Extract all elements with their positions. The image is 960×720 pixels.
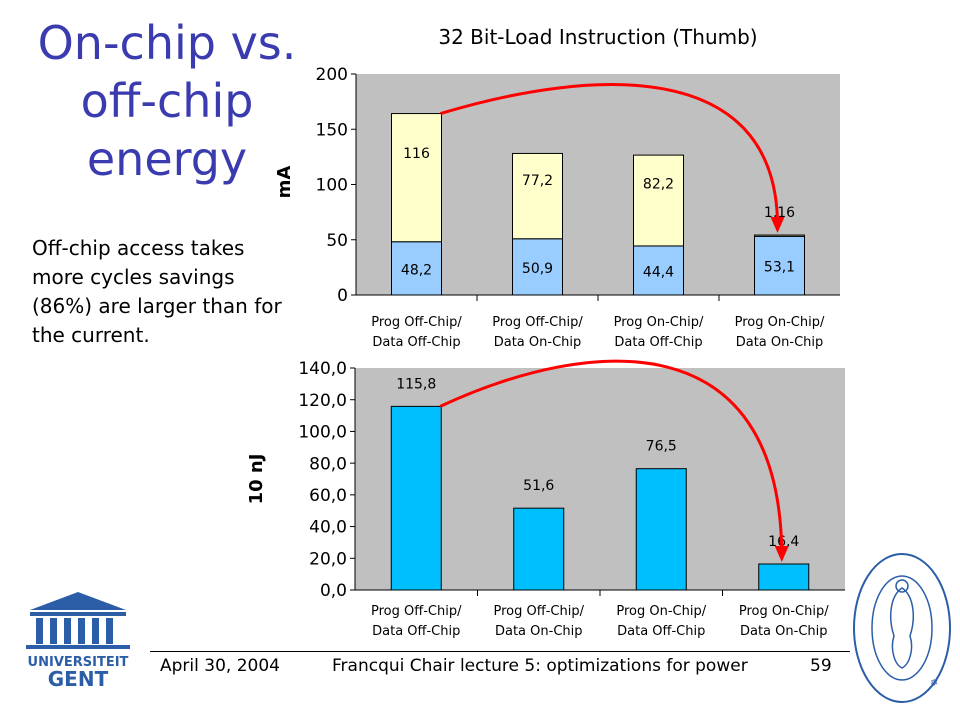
y-tick-label: 20,0 (309, 549, 347, 569)
data-label: 16,4 (768, 534, 799, 550)
bar (635, 468, 687, 591)
namur-seal-logo: ✡ (853, 553, 951, 703)
y-axis-title: mA (274, 166, 295, 199)
red-curved-arrow-energy-head (774, 545, 789, 562)
energy-chart: 0,0 20,0 40,0 60,0 80,0 100,0 120,0 140,0 10 nJ P… (246, 359, 845, 639)
bar (754, 234, 805, 237)
y-tick-label: 140,0 (298, 359, 347, 379)
x-category-label: Prog Off-Chip/ (492, 315, 583, 330)
x-category-label: Prog Off-Chip/ (371, 604, 462, 619)
y-tick-label: 120,0 (298, 391, 347, 411)
y-tick-label: 0,0 (320, 581, 347, 601)
data-label: 51,6 (523, 478, 554, 494)
x-category-label: Data Off-Chip (614, 335, 702, 350)
bar (512, 152, 563, 240)
chart-title: 32 Bit-Load Instruction (Thumb) (438, 25, 757, 49)
x-category-label: Prog Off-Chip/ (371, 315, 462, 330)
x-category-label: Data On-Chip (736, 335, 824, 350)
bar (633, 245, 684, 296)
bar (633, 154, 684, 247)
bar (754, 235, 805, 296)
bar (513, 507, 565, 591)
x-category-label: Prog On-Chip/ (614, 315, 704, 330)
y-tick-label: 80,0 (309, 454, 347, 474)
x-category-label: Data Off-Chip (617, 624, 705, 639)
x-category-label: Prog On-Chip/ (739, 604, 829, 619)
bar (512, 238, 563, 296)
y-axis-title: 10 nJ (246, 454, 267, 505)
footer-lecture-title: Francqui Chair lecture 5: optimizations … (332, 656, 748, 676)
data-label: 53,1 (764, 260, 795, 276)
red-curved-arrow (440, 83, 779, 222)
data-label: 48,2 (401, 262, 432, 278)
footer-rule (150, 651, 850, 652)
bar (390, 405, 442, 591)
data-label: 76,5 (646, 439, 677, 455)
bar (758, 563, 810, 591)
data-label: 116 (403, 146, 430, 162)
x-category-label: Data On-Chip (740, 624, 828, 639)
svg-text:UNIVERSITEIT: UNIVERSITEIT (28, 655, 129, 670)
x-category-label: Data On-Chip (495, 624, 583, 639)
data-label: 44,4 (643, 264, 674, 280)
slide-body-text: Off-chip access takes more cycles saving… (32, 236, 282, 347)
y-tick-label: 200 (316, 65, 348, 85)
svg-text:GENT: GENT (48, 667, 109, 691)
slide-title: On-chip vs. off-chip energy (37, 16, 297, 186)
svg-text:✡: ✡ (930, 678, 938, 689)
data-label: 115,8 (396, 376, 436, 392)
y-tick-label: 0 (337, 286, 348, 306)
y-tick-label: 100,0 (298, 423, 347, 443)
x-category-label: Prog Off-Chip/ (494, 604, 585, 619)
x-category-label: Prog On-Chip/ (616, 604, 706, 619)
footer-date: April 30, 2004 (160, 656, 280, 676)
y-tick-label: 50 (326, 231, 348, 251)
current-chart: 32 Bit-Load Instruction (Thumb) 0 50 100 150… (274, 25, 840, 350)
y-tick-label: 100 (316, 176, 348, 196)
bar (391, 113, 442, 243)
data-label: 77,2 (522, 173, 553, 189)
red-curved-arrow-head (770, 217, 785, 234)
bar (391, 241, 442, 296)
x-category-label: Data Off-Chip (372, 624, 460, 639)
footer-page-number: 59 (810, 656, 832, 676)
data-label: 50,9 (522, 261, 553, 277)
x-category-label: Data On-Chip (494, 335, 582, 350)
x-category-label: Data Off-Chip (372, 335, 460, 350)
y-tick-label: 150 (316, 120, 348, 140)
y-tick-label: 40,0 (309, 518, 347, 538)
y-tick-label: 60,0 (309, 486, 347, 506)
x-category-label: Prog On-Chip/ (735, 315, 825, 330)
red-curved-arrow-energy (439, 359, 784, 551)
data-label: 82,2 (643, 176, 674, 192)
universiteit-gent-logo: UNIVERSITEIT GENT (26, 592, 130, 691)
